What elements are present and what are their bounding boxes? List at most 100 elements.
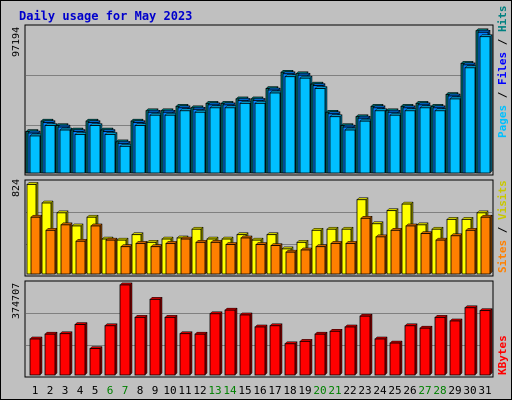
bar-kbytes-day-17-face	[269, 325, 281, 376]
legend-files: Files	[496, 52, 509, 85]
bar-sites-day-4	[75, 238, 88, 275]
bar-pages-day-24-face	[374, 110, 386, 174]
bar-pages-day-8	[134, 122, 148, 174]
bar-kbytes-day-9	[149, 296, 163, 376]
bar-sites-day-16-face	[255, 244, 266, 275]
bar-kbytes-day-18	[284, 341, 298, 376]
x-tick-label-1: 1	[32, 384, 39, 397]
bar-kbytes-day-3-face	[59, 333, 71, 376]
bar-pages-day-1	[29, 133, 43, 174]
bar-pages-day-14-face	[224, 107, 236, 174]
bar-pages-day-3	[59, 127, 73, 174]
bar-kbytes-day-27	[419, 325, 433, 376]
x-tick-label-15: 15	[238, 384, 251, 397]
bar-pages-day-29	[449, 96, 463, 174]
x-tick-label-25: 25	[388, 384, 401, 397]
bar-pages-day-7-face	[119, 145, 131, 174]
bar-kbytes-day-15-face	[239, 314, 251, 376]
bar-pages-day-2-face	[44, 125, 56, 174]
bar-sites-day-17-face	[270, 245, 281, 275]
bar-kbytes-day-6-face	[104, 325, 116, 376]
bar-sites-day-5	[90, 223, 103, 275]
bar-kbytes-day-11-face	[179, 333, 191, 376]
legend-sep: /	[496, 220, 509, 240]
bar-kbytes-day-28	[434, 314, 448, 376]
bar-sites-day-19	[300, 247, 313, 275]
bar-kbytes-day-25-face	[389, 342, 401, 376]
bar-pages-day-2	[44, 122, 58, 174]
bar-kbytes-day-14	[224, 307, 238, 376]
bar-kbytes-day-12	[194, 331, 208, 376]
legend-sep: /	[496, 32, 509, 52]
bar-kbytes-day-5	[89, 345, 103, 376]
bar-pages-day-17	[269, 90, 283, 174]
bar-kbytes-day-7-face	[119, 284, 131, 376]
bar-kbytes-day-19-face	[299, 340, 311, 376]
bar-sites-day-3	[60, 222, 73, 275]
bar-pages-day-18-face	[284, 76, 296, 174]
x-tick-label-6: 6	[107, 384, 114, 397]
bar-pages-day-7	[119, 143, 133, 174]
bar-pages-day-25	[389, 112, 403, 174]
bar-kbytes-day-12-face	[194, 333, 206, 376]
bar-pages-day-22	[344, 127, 358, 174]
bar-sites-day-8	[135, 240, 148, 275]
bar-sites-day-16	[255, 241, 268, 275]
bar-sites-day-18	[285, 249, 298, 275]
bar-kbytes-day-28-face	[434, 316, 446, 376]
bar-sites-day-21	[330, 240, 343, 275]
bar-sites-day-15-face	[240, 237, 251, 275]
bar-sites-day-1-face	[30, 216, 41, 275]
bar-kbytes-day-1	[29, 336, 43, 376]
bar-pages-day-24	[374, 108, 388, 174]
x-tick-label-23: 23	[358, 384, 371, 397]
legend-sites: Sites	[496, 240, 509, 273]
bar-pages-day-17-face	[269, 92, 281, 174]
bar-marks	[25, 28, 493, 376]
bar-pages-day-8-face	[134, 125, 146, 174]
bar-sites-day-14-face	[225, 244, 236, 275]
bar-pages-day-9-face	[149, 114, 161, 174]
bar-sites-day-15	[240, 235, 253, 275]
bar-sites-day-12	[195, 239, 208, 275]
bar-sites-day-6	[105, 237, 118, 275]
panel3-ymax-label: 374707	[11, 283, 22, 319]
bar-pages-day-19	[299, 75, 313, 174]
bar-pages-day-23	[359, 118, 373, 174]
bar-kbytes-day-20	[314, 331, 328, 376]
bar-sites-day-4-face	[75, 240, 86, 275]
bar-sites-day-28	[435, 237, 448, 275]
x-tick-label-2: 2	[47, 384, 54, 397]
bar-pages-day-20	[314, 85, 328, 174]
x-tick-label-14: 14	[223, 384, 237, 397]
bar-kbytes-day-15	[239, 312, 253, 376]
bar-sites-day-10	[165, 240, 178, 275]
bar-pages-day-21-face	[329, 116, 341, 174]
bar-pages-day-19-face	[299, 77, 311, 174]
x-tick-label-4: 4	[77, 384, 84, 397]
x-tick-label-12: 12	[193, 384, 206, 397]
bar-sites-day-18-face	[285, 251, 296, 275]
x-tick-label-27: 27	[418, 384, 431, 397]
bar-sites-day-23-face	[360, 217, 371, 275]
bar-kbytes-day-25	[389, 340, 403, 376]
bar-kbytes-day-24	[374, 336, 388, 376]
bar-pages-day-30	[464, 65, 478, 174]
bar-sites-day-23	[360, 215, 373, 275]
bar-sites-day-3-face	[60, 224, 71, 275]
bar-pages-day-29-face	[449, 98, 461, 174]
bar-pages-day-12	[194, 109, 208, 174]
bar-sites-day-31-face	[480, 216, 491, 275]
bar-pages-day-13	[209, 105, 223, 174]
legend-hits-files-pages: Pages / Files / Hits	[496, 6, 509, 139]
bar-pages-day-23-face	[359, 120, 371, 174]
bar-pages-day-11-face	[179, 110, 191, 174]
bar-sites-day-30	[465, 227, 478, 275]
bar-sites-day-13	[210, 239, 223, 275]
bar-pages-day-6-face	[104, 134, 116, 174]
x-tick-label-21: 21	[328, 384, 341, 397]
panel2-ymax-label: 824	[11, 179, 22, 197]
bar-sites-day-27-face	[420, 233, 431, 275]
x-tick-label-18: 18	[283, 384, 296, 397]
